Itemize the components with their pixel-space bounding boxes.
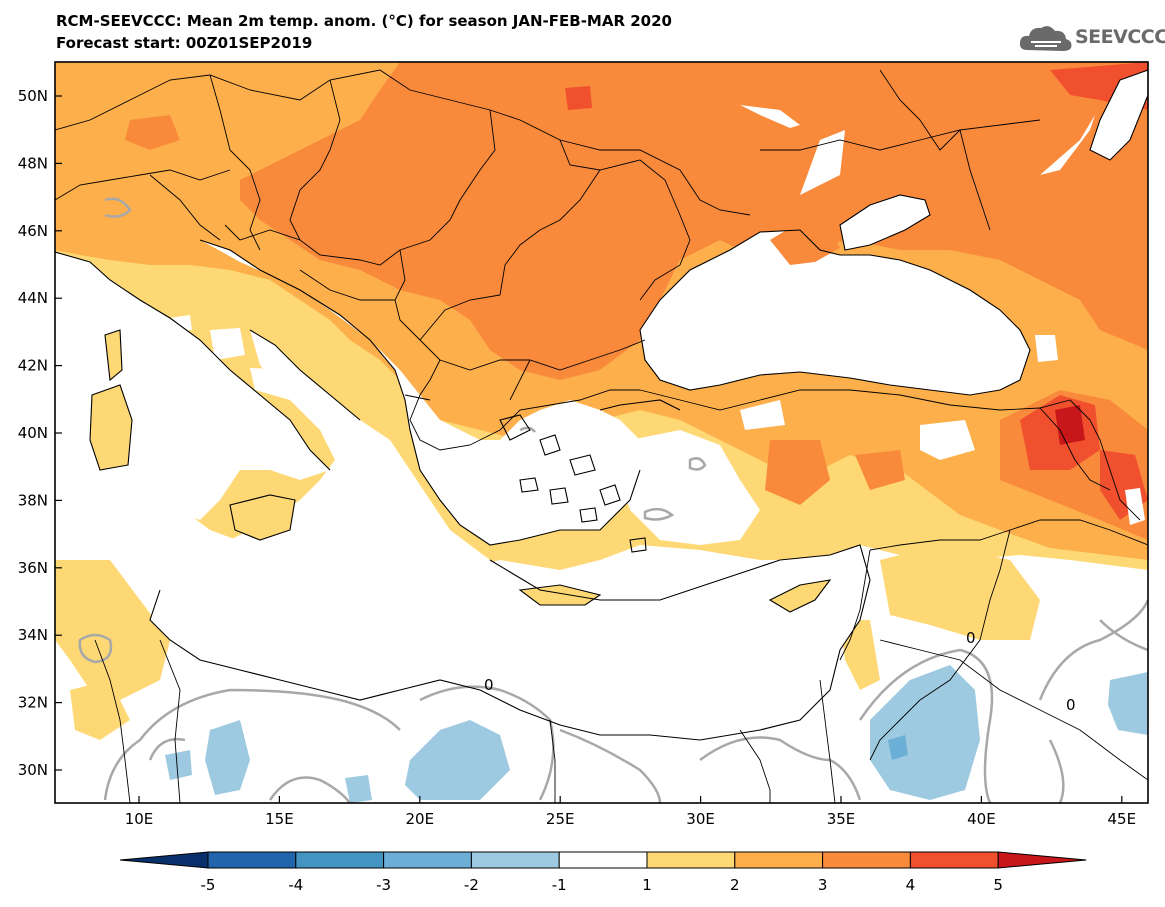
logo-text: SEEVCCC [1075,26,1165,48]
anomaly-1-2-area [840,620,880,690]
cyprus [770,580,830,612]
map-field: 0 0 0 [55,62,1148,803]
colorbar-label: -5 [201,876,216,894]
colorbar-segment [383,851,472,869]
colorbar-segment [295,851,385,869]
sea-mask [200,240,640,545]
colorbar-segment [558,851,648,869]
crimea [770,222,840,265]
lon-label: 45E [1108,810,1137,828]
colorbar-arrow-high [997,851,1087,869]
lat-label: 40N [18,424,48,442]
colorbar-segment [646,851,736,869]
anomaly-near-zero-area [920,420,975,460]
anomaly-3-4-area [240,62,1148,380]
anomaly-near-zero-area [250,368,320,400]
anomaly-neg2-neg3-area [888,735,908,760]
lat-label: 42N [18,357,48,375]
colorbar-arrow-low [119,851,209,869]
colorbar-label: -1 [552,876,567,894]
coastlines [55,69,1148,741]
anomaly-near-zero-area [1035,335,1058,362]
longitude-axis: 10E 15E 20E 25E 30E 35E 40E 45E [125,796,1136,828]
caspian-edge [1090,70,1148,160]
lon-label: 20E [406,810,435,828]
lon-label: 35E [827,810,856,828]
anomaly-neg1-neg2-area [405,720,510,800]
anomaly-3-4-area [125,115,180,150]
lon-label: 40E [967,810,996,828]
zero-contours [78,197,1148,803]
lat-label: 48N [18,154,48,172]
colorbar-label: -2 [464,876,479,894]
contour-label: 0 [1066,696,1076,714]
colorbar-label: 5 [993,876,1003,894]
colorbar-label: 4 [906,876,916,894]
anomaly-neg1-neg2-area [165,750,192,780]
sardinia [90,385,132,470]
lat-label: 38N [18,491,48,509]
mediterranean-sea [150,330,870,740]
anomaly-near-zero-area [470,488,500,522]
lat-label: 46N [18,222,48,240]
anomaly-near-zero-area [170,315,192,332]
lat-label: 34N [18,626,48,644]
lat-label: 32N [18,694,48,712]
anomaly-near-zero-area [210,328,245,360]
lat-label: 30N [18,761,48,779]
lon-label: 25E [546,810,575,828]
country-borders [55,69,1148,803]
sea-of-azov [840,195,930,250]
anomaly-neg1-neg2-area [1108,672,1148,735]
colorbar-segment [734,851,824,869]
colorbar-label: 3 [818,876,828,894]
colorbar: -5 -4 -3 -2 -1 1 2 3 4 5 [119,851,1087,894]
lon-label: 30E [686,810,715,828]
river-mask [800,130,845,195]
anomaly-near-zero-area [620,430,760,545]
anomaly-neg1-neg2-area [870,665,980,800]
colorbar-segment [909,851,999,869]
anomaly-near-zero-area [1125,488,1145,525]
lon-label: 10E [125,810,154,828]
anomaly-neg1-neg2-area [205,720,250,795]
lat-label: 44N [18,289,48,307]
anomaly-3-4-area [855,450,905,490]
colorbar-label: -3 [376,876,391,894]
colorbar-label: 1 [642,876,652,894]
map-title: RCM-SEEVCCC: Mean 2m temp. anom. (°C) fo… [56,12,672,30]
corsica [105,330,122,380]
contour-label: 0 [966,629,976,647]
river-mask [740,105,800,128]
anomaly-near-zero-area [740,400,785,430]
latitude-axis: 50N 48N 46N 44N 42N 40N 38N 36N 34N 32N 30N [18,87,62,779]
seevccc-logo: SEEVCCC [1017,20,1165,60]
cloud-icon [1019,26,1072,51]
colorbar-segment [207,851,297,869]
colorbar-label: 2 [730,876,740,894]
sicily [230,495,295,540]
colorbar-segment [470,851,560,869]
anomaly-neg1-neg2-area [345,775,372,803]
forecast-start-label: Forecast start: 00Z01SEP2019 [56,34,313,52]
colorbar-segment [822,851,911,869]
anomaly-1-2-area [55,560,170,700]
lat-label: 36N [18,559,48,577]
anomaly-4-5-area [565,86,592,110]
lon-label: 15E [265,810,294,828]
lat-label: 50N [18,87,48,105]
colorbar-label: -4 [288,876,303,894]
anomaly-3-4-area [765,440,830,505]
anomaly-1-2-area [70,680,130,740]
contour-label: 0 [484,676,494,694]
